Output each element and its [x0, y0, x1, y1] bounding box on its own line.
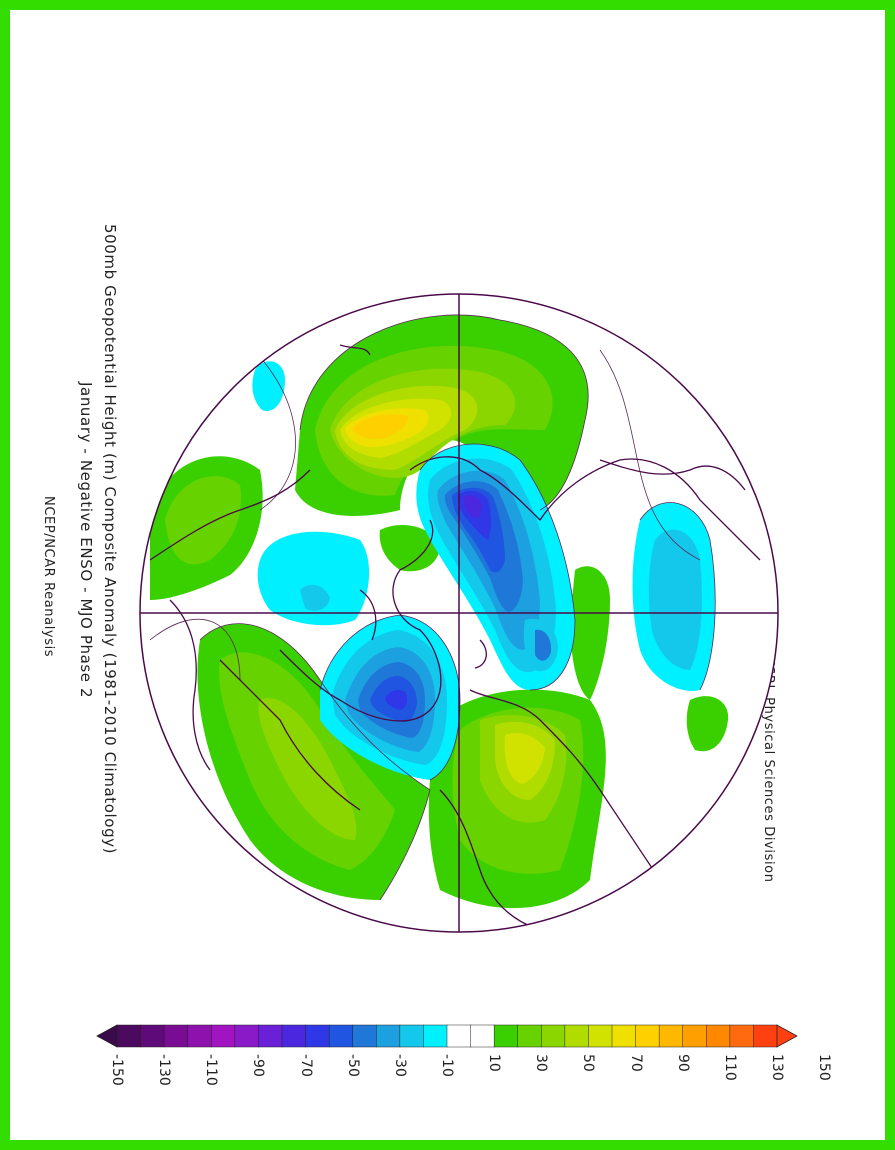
- colorbar-right-arrow: [776, 1024, 798, 1048]
- colorbar-left-arrow: [96, 1024, 118, 1048]
- anomaly-field: [140, 294, 778, 932]
- map-boundary: [139, 293, 779, 933]
- colorbar-cell: [706, 1024, 731, 1048]
- colorbar-cell: [588, 1024, 613, 1048]
- colorbar-cell: [376, 1024, 401, 1048]
- colorbar-tick-label: -110: [203, 1054, 220, 1086]
- colorbar-cell: [541, 1024, 566, 1048]
- contour-lines: [149, 314, 716, 901]
- colorbar-tick-label: -70: [297, 1054, 314, 1077]
- colorbar-cells: [116, 1024, 778, 1048]
- colorbar-tick-label: 10: [486, 1054, 503, 1072]
- colorbar-tick-label: 150: [816, 1054, 833, 1081]
- colorbar-tick-label: 50: [580, 1054, 597, 1072]
- colorbar-tick-label: -30: [391, 1054, 408, 1077]
- colorbar-cell: [234, 1024, 259, 1048]
- colorbar-tick-label: -150: [109, 1054, 125, 1086]
- colorbar-tick-label: -50: [344, 1054, 361, 1077]
- colorbar-cell: [328, 1024, 354, 1048]
- colorbar-tick-label: -10: [439, 1054, 455, 1077]
- colorbar-cell: [446, 1024, 472, 1048]
- colorbar-cell: [493, 1024, 519, 1048]
- colorbar-cell: [211, 1024, 236, 1048]
- colorbar-cell: [517, 1024, 542, 1048]
- colorbar-cell: [187, 1024, 212, 1048]
- colorbar-cell: [116, 1024, 142, 1048]
- colorbar-cell: [564, 1024, 589, 1048]
- colorbar-tick-label: 70: [627, 1054, 644, 1072]
- colorbar-cell: [470, 1024, 495, 1048]
- colorbar-cell: [258, 1024, 283, 1048]
- colorbar-cell: [682, 1024, 707, 1048]
- colorbar-cell: [163, 1024, 189, 1048]
- colorbar-cell: [352, 1024, 377, 1048]
- negative-anomaly-atlantic: [257, 531, 370, 626]
- colorbar-cell: [753, 1024, 778, 1048]
- coastlines: [149, 344, 761, 931]
- colorbar-tick-label: 130: [769, 1054, 785, 1081]
- colorbar-cell: [399, 1024, 424, 1048]
- colorbar-cell: [658, 1024, 684, 1048]
- colorbar-cell: [140, 1024, 165, 1048]
- colorbar-tick-label: 110: [721, 1054, 738, 1081]
- colorbar-tick-label: -90: [250, 1054, 267, 1077]
- colorbar-cell: [635, 1024, 660, 1048]
- colorbar-tick-label: 90: [674, 1054, 691, 1072]
- colorbar-cell: [281, 1024, 307, 1048]
- colorbar-cell: [611, 1024, 637, 1048]
- colorbar-cell: [423, 1024, 448, 1048]
- colorbar-cell: [305, 1024, 330, 1048]
- colorbar-cell: [729, 1024, 754, 1048]
- colorbar-tick-label: -130: [156, 1054, 173, 1086]
- colorbar-tick-label: 30: [533, 1054, 550, 1072]
